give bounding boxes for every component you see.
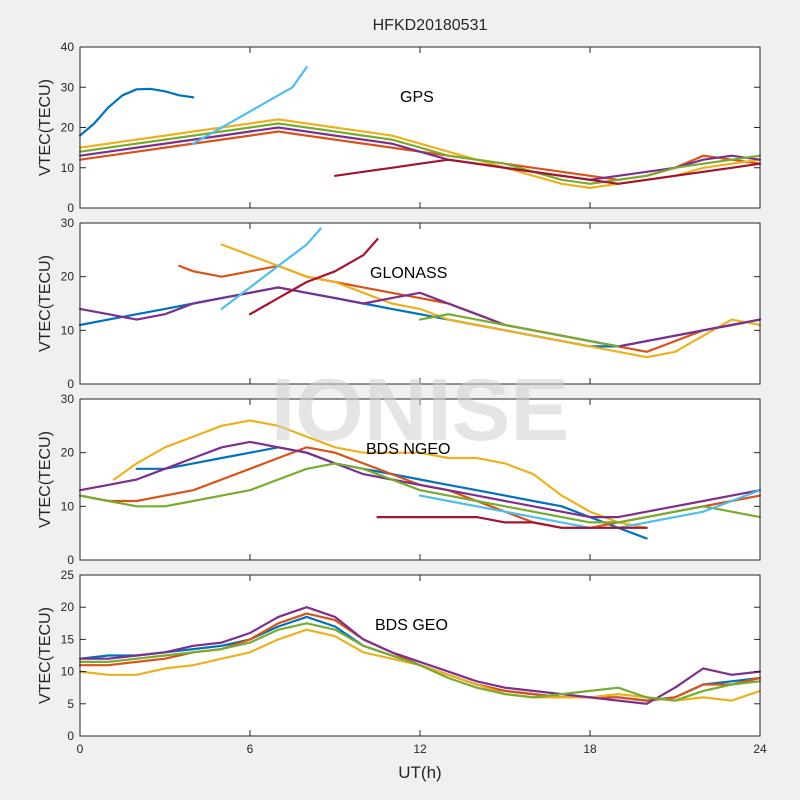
y-tick-label: 20 bbox=[61, 270, 75, 284]
y-tick-label: 20 bbox=[61, 121, 75, 135]
series-group bbox=[78, 606, 762, 705]
y-tick-label: 10 bbox=[61, 665, 75, 679]
y-axis-label: VTEC(TECU) bbox=[37, 255, 54, 352]
y-tick-label: 30 bbox=[61, 216, 75, 230]
y-tick-label: 30 bbox=[61, 80, 75, 94]
series-line-6 bbox=[192, 65, 308, 145]
y-tick-label: 20 bbox=[61, 600, 75, 614]
series-line-4 bbox=[78, 606, 762, 705]
y-tick-label: 0 bbox=[67, 729, 74, 743]
x-axis-label: UT(h) bbox=[398, 763, 441, 782]
x-tick-label: 6 bbox=[247, 742, 254, 756]
x-tick-label: 12 bbox=[413, 742, 427, 756]
series-group bbox=[78, 65, 762, 189]
panels: 0 10 20 30 40 VTEC(TECU) GPS 0 10 20 30 VTEC(TECU) G… bbox=[37, 40, 767, 756]
series-group bbox=[78, 419, 762, 540]
y-tick-label: 5 bbox=[67, 697, 74, 711]
panel-4: 0 5 10 15 20 25 0 6 12 18 24 VTEC(TECU) BDS GEO bbox=[37, 568, 767, 756]
series-line-1 bbox=[78, 87, 195, 137]
y-tick-label: 0 bbox=[67, 201, 74, 215]
y-tick-label: 25 bbox=[61, 568, 75, 582]
y-tick-label: 0 bbox=[67, 553, 74, 567]
figure-title: HFKD20180531 bbox=[373, 17, 488, 34]
axes-background bbox=[80, 47, 760, 208]
y-tick-label: 0 bbox=[67, 377, 74, 391]
series-line-3 bbox=[220, 243, 762, 359]
panel-2: 0 10 20 30 VTEC(TECU) GLONASS bbox=[37, 216, 762, 391]
axes-background bbox=[80, 575, 760, 736]
panel-annotation: BDS GEO bbox=[375, 617, 448, 634]
series-group bbox=[78, 227, 762, 359]
y-tick-label: 40 bbox=[61, 40, 75, 54]
y-tick-label: 10 bbox=[61, 499, 75, 513]
y-tick-label: 20 bbox=[61, 446, 75, 460]
series-line-5 bbox=[78, 122, 762, 185]
x-tick-label: 18 bbox=[583, 742, 597, 756]
watermark: IONISE bbox=[271, 360, 569, 459]
panel-annotation: GLONASS bbox=[370, 265, 447, 282]
panel-3: 0 10 20 30 VTEC(TECU) BDS NGEO bbox=[37, 392, 762, 567]
series-line-3 bbox=[112, 419, 648, 529]
panel-annotation: BDS NGEO bbox=[366, 441, 450, 458]
y-tick-label: 10 bbox=[61, 323, 75, 337]
series-line-4 bbox=[78, 286, 762, 348]
y-tick-label: 30 bbox=[61, 392, 75, 406]
series-line-5 bbox=[78, 622, 762, 702]
panel-annotation: GPS bbox=[400, 89, 434, 106]
y-axis-label: VTEC(TECU) bbox=[37, 431, 54, 528]
y-tick-label: 15 bbox=[61, 632, 75, 646]
series-line-7 bbox=[376, 515, 648, 529]
y-axis-label: VTEC(TECU) bbox=[37, 79, 54, 176]
panel-1: 0 10 20 30 40 VTEC(TECU) GPS bbox=[37, 40, 762, 215]
y-axis-label: VTEC(TECU) bbox=[37, 607, 54, 704]
series-line-7 bbox=[248, 238, 379, 316]
x-tick-label: 24 bbox=[753, 742, 767, 756]
series-line-5 bbox=[78, 462, 762, 524]
series-line-5 bbox=[418, 313, 620, 348]
series-line-6 bbox=[220, 227, 322, 310]
x-tick-label: 0 bbox=[77, 742, 84, 756]
series-line-7 bbox=[333, 158, 762, 185]
series-line-4 bbox=[78, 440, 762, 519]
y-tick-label: 10 bbox=[61, 161, 75, 175]
series-line-4 bbox=[78, 126, 762, 181]
